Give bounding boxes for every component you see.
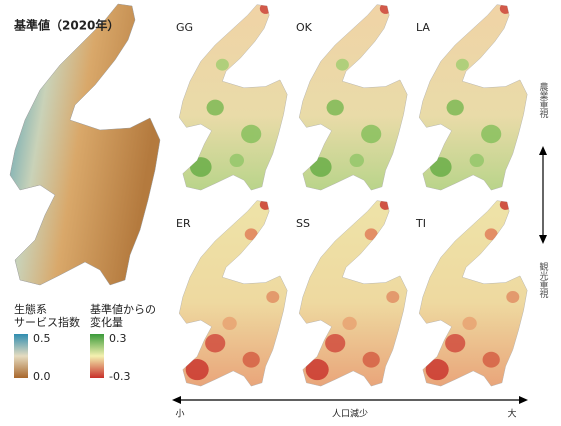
legend-label: -0.3	[109, 370, 130, 383]
scenario-map	[298, 199, 408, 387]
color-bar	[90, 334, 104, 378]
panel-label: LA	[416, 21, 430, 34]
scenario-map	[418, 3, 528, 191]
scenario-maps: GG OK LA ER SS TI	[176, 3, 528, 387]
legend-label: 0.3	[109, 332, 127, 345]
legend-title: サービス指数	[14, 315, 80, 329]
scenario-map	[178, 199, 288, 387]
panel-label: SS	[296, 217, 310, 230]
legend-change: 基準値からの 変化量 0.3 -0.3	[90, 302, 156, 383]
x-arrow: 小 人口減少 大	[172, 396, 528, 420]
y-arrow: 農業重視 観光重視	[538, 81, 549, 299]
map-title: 基準値（2020年）	[13, 18, 119, 33]
axis-label: 農業重視	[538, 81, 549, 119]
legend-title: 基準値からの	[90, 302, 156, 316]
panel-label: OK	[296, 21, 313, 34]
legend-label: 0.5	[33, 332, 51, 345]
legend-label: 0.0	[33, 370, 51, 383]
legend-title: 生態系	[14, 302, 47, 316]
panel-label: TI	[415, 217, 426, 230]
scenario-map	[178, 3, 288, 191]
scenario-map	[298, 3, 408, 191]
color-bar	[14, 334, 28, 378]
axis-label: 大	[507, 408, 516, 420]
axis-label: 小	[175, 409, 184, 420]
panel-label: ER	[176, 217, 191, 230]
base-map	[9, 3, 161, 286]
legend-title: 変化量	[90, 315, 123, 329]
scenario-map	[418, 199, 528, 387]
axis-label: 観光重視	[538, 261, 549, 299]
axis-label: 人口減少	[332, 408, 368, 420]
legend-index: 生態系 サービス指数 0.5 0.0	[14, 302, 80, 383]
panel-label: GG	[176, 21, 193, 34]
